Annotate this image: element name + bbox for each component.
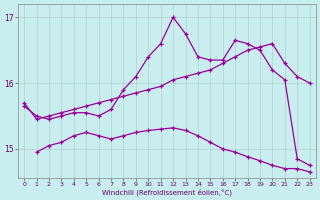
X-axis label: Windchill (Refroidissement éolien,°C): Windchill (Refroidissement éolien,°C) xyxy=(102,188,232,196)
